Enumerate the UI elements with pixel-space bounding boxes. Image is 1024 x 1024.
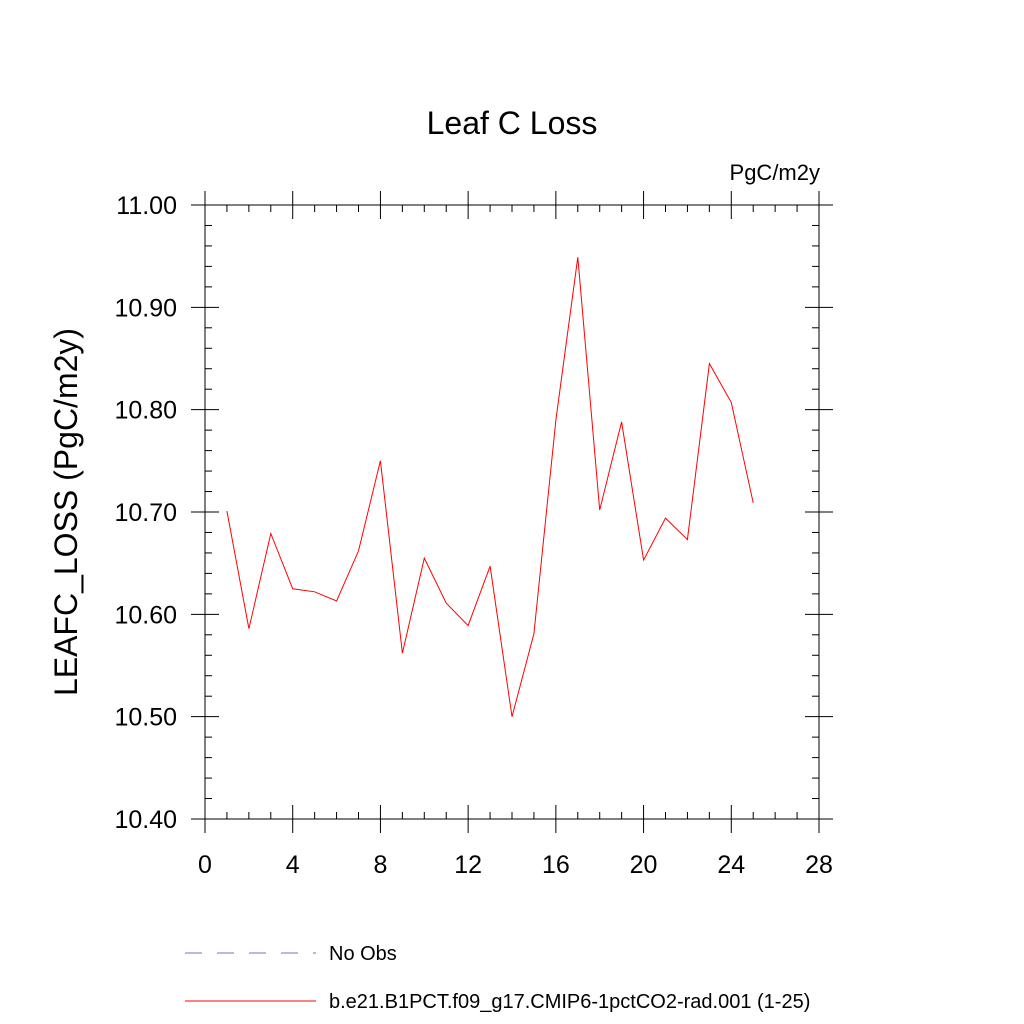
x-tick-label: 16 xyxy=(542,851,570,879)
x-tick-label: 28 xyxy=(805,851,833,879)
legend-label: b.e21.B1PCT.f09_g17.CMIP6-1pctCO2-rad.00… xyxy=(329,991,810,1013)
y-tick-label: 11.00 xyxy=(116,192,177,220)
legend: No Obs b.e21.B1PCT.f09_g17.CMIP6-1pctCO2-… xyxy=(185,943,810,1013)
x-tick-label: 20 xyxy=(630,851,658,879)
axis-tick-labels: 0 4 8 12 16 20 24 28 10.40 10.50 10.60 10.70 10.80 10… xyxy=(114,192,832,879)
y-tick-label: 10.40 xyxy=(114,806,177,834)
data-series xyxy=(226,257,754,717)
legend-label: No Obs xyxy=(329,943,397,965)
units-label: PgC/m2y xyxy=(730,160,820,185)
axis-ticks xyxy=(191,191,833,833)
x-tick-label: 24 xyxy=(717,851,745,879)
y-tick-label: 10.80 xyxy=(114,397,177,425)
y-axis-label: LEAFC_LOSS (PgC/m2y) xyxy=(48,328,84,696)
x-tick-label: 0 xyxy=(198,851,212,879)
y-tick-label: 10.60 xyxy=(114,601,177,629)
y-tick-label: 10.70 xyxy=(114,499,177,527)
x-tick-label: 8 xyxy=(373,851,387,879)
x-tick-label: 12 xyxy=(454,851,482,879)
plot-frame xyxy=(204,204,820,820)
series-line xyxy=(226,257,754,717)
x-tick-label: 4 xyxy=(286,851,300,879)
chart-title: Leaf C Loss xyxy=(427,105,598,141)
y-tick-label: 10.90 xyxy=(114,294,177,322)
y-tick-label: 10.50 xyxy=(114,704,177,732)
